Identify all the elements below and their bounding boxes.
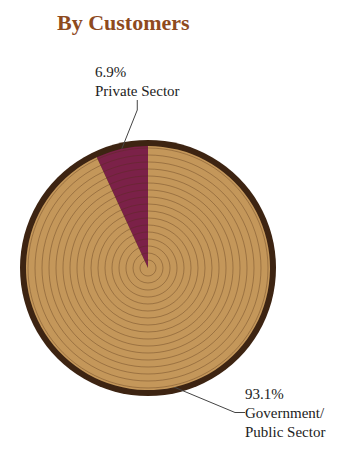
svg-text:6.9%: 6.9% [95, 64, 126, 80]
svg-text:Private Sector: Private Sector [95, 83, 180, 99]
svg-text:By Customers: By Customers [57, 10, 190, 35]
svg-text:Government/: Government/ [245, 405, 325, 421]
svg-text:Public Sector: Public Sector [245, 424, 325, 440]
svg-text:93.1%: 93.1% [245, 386, 284, 402]
